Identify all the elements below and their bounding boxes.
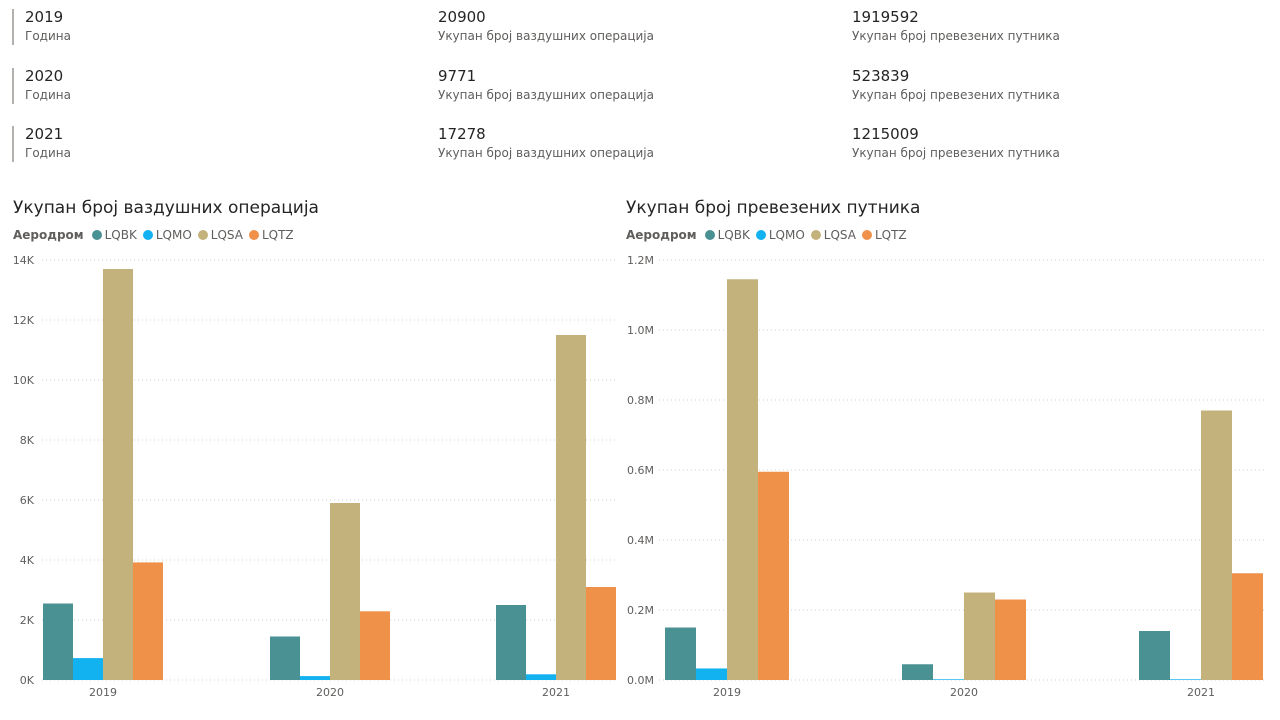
legend-label: LQBK [717, 228, 750, 242]
legend-label: LQSA [823, 228, 856, 242]
kpi-operations-value: 20900 [438, 8, 486, 26]
legend-swatch [248, 230, 259, 240]
kpi-year-label: Година [25, 146, 71, 160]
legend-swatch [810, 230, 821, 240]
kpi-accent-bar [12, 68, 14, 104]
legend-item-lqmo[interactable]: LQMO [142, 228, 192, 242]
legend-item-lqmo[interactable]: LQMO [755, 228, 805, 242]
legend-item-lqtz[interactable]: LQTZ [861, 228, 907, 242]
kpi-passengers-label: Укупан број превезених путника [852, 29, 1060, 43]
chart-title: Укупан број ваздушних операција [13, 198, 319, 218]
legend-item-lqsa[interactable]: LQSA [810, 228, 856, 242]
legend-item-lqbk[interactable]: LQBK [704, 228, 750, 242]
kpi-year-value: 2021 [25, 125, 64, 143]
passengers-chart[interactable]: Укупан број превезених путника Аеродром … [626, 197, 1276, 717]
chart-title: Укупан број превезених путника [626, 198, 921, 218]
kpi-year-value: 2019 [25, 8, 64, 26]
kpi-accent-bar [12, 126, 14, 162]
kpi-operations-value: 17278 [438, 125, 486, 143]
legend-label: LQSA [210, 228, 243, 242]
kpi-operations-label: Укупан број ваздушних операција [438, 88, 654, 102]
kpi-passengers-value: 523839 [852, 67, 910, 85]
legend-swatch [197, 230, 208, 240]
kpi-passengers-label: Укупан број превезених путника [852, 146, 1060, 160]
legend-label: LQTZ [874, 228, 907, 242]
legend-title: Аеродром [626, 228, 697, 242]
kpi-row: 2020 Година 9771 Укупан број ваздушних о… [0, 66, 1280, 110]
kpi-card-year[interactable]: 2021 Година [25, 124, 71, 162]
kpi-year-value: 2020 [25, 67, 64, 85]
kpi-row: 2019 Година 20900 Укупан број ваздушних … [0, 7, 1280, 51]
kpi-card-operations[interactable]: 17278 Укупан број ваздушних операција [438, 124, 654, 162]
kpi-operations-label: Укупан број ваздушних операција [438, 146, 654, 160]
legend-label: LQMO [155, 228, 192, 242]
legend-item-lqsa[interactable]: LQSA [197, 228, 243, 242]
legend-item-lqbk[interactable]: LQBK [91, 228, 137, 242]
kpi-passengers-label: Укупан број превезених путника [852, 88, 1060, 102]
legend-swatch [861, 230, 872, 240]
kpi-card-operations[interactable]: 9771 Укупан број ваздушних операција [438, 66, 654, 104]
legend-swatch [142, 230, 153, 240]
legend-label: LQTZ [261, 228, 294, 242]
kpi-card-passengers[interactable]: 523839 Укупан број превезених путника [852, 66, 1060, 104]
kpi-passengers-value: 1215009 [852, 125, 919, 143]
chart-legend: Аеродром LQBK LQMO LQSA LQTZ [13, 227, 300, 243]
kpi-card-operations[interactable]: 20900 Укупан број ваздушних операција [438, 7, 654, 45]
kpi-row: 2021 Година 17278 Укупан број ваздушних … [0, 124, 1280, 168]
kpi-passengers-value: 1919592 [852, 8, 919, 26]
kpi-card-year[interactable]: 2020 Година [25, 66, 71, 104]
legend-swatch [91, 230, 102, 240]
kpi-card-passengers[interactable]: 1215009 Укупан број превезених путника [852, 124, 1060, 162]
legend-swatch [704, 230, 715, 240]
legend-item-lqtz[interactable]: LQTZ [248, 228, 294, 242]
chart-legend: Аеродром LQBK LQMO LQSA LQTZ [626, 227, 913, 243]
kpi-year-label: Година [25, 88, 71, 102]
kpi-accent-bar [12, 9, 14, 45]
kpi-card-year[interactable]: 2019 Година [25, 7, 71, 45]
kpi-operations-value: 9771 [438, 67, 477, 85]
kpi-year-label: Година [25, 29, 71, 43]
legend-label: LQBK [104, 228, 137, 242]
kpi-operations-label: Укупан број ваздушних операција [438, 29, 654, 43]
operations-chart[interactable]: Укупан број ваздушних операција Аеродром… [13, 197, 620, 717]
legend-label: LQMO [768, 228, 805, 242]
kpi-card-passengers[interactable]: 1919592 Укупан број превезених путника [852, 7, 1060, 45]
legend-title: Аеродром [13, 228, 84, 242]
legend-swatch [755, 230, 766, 240]
